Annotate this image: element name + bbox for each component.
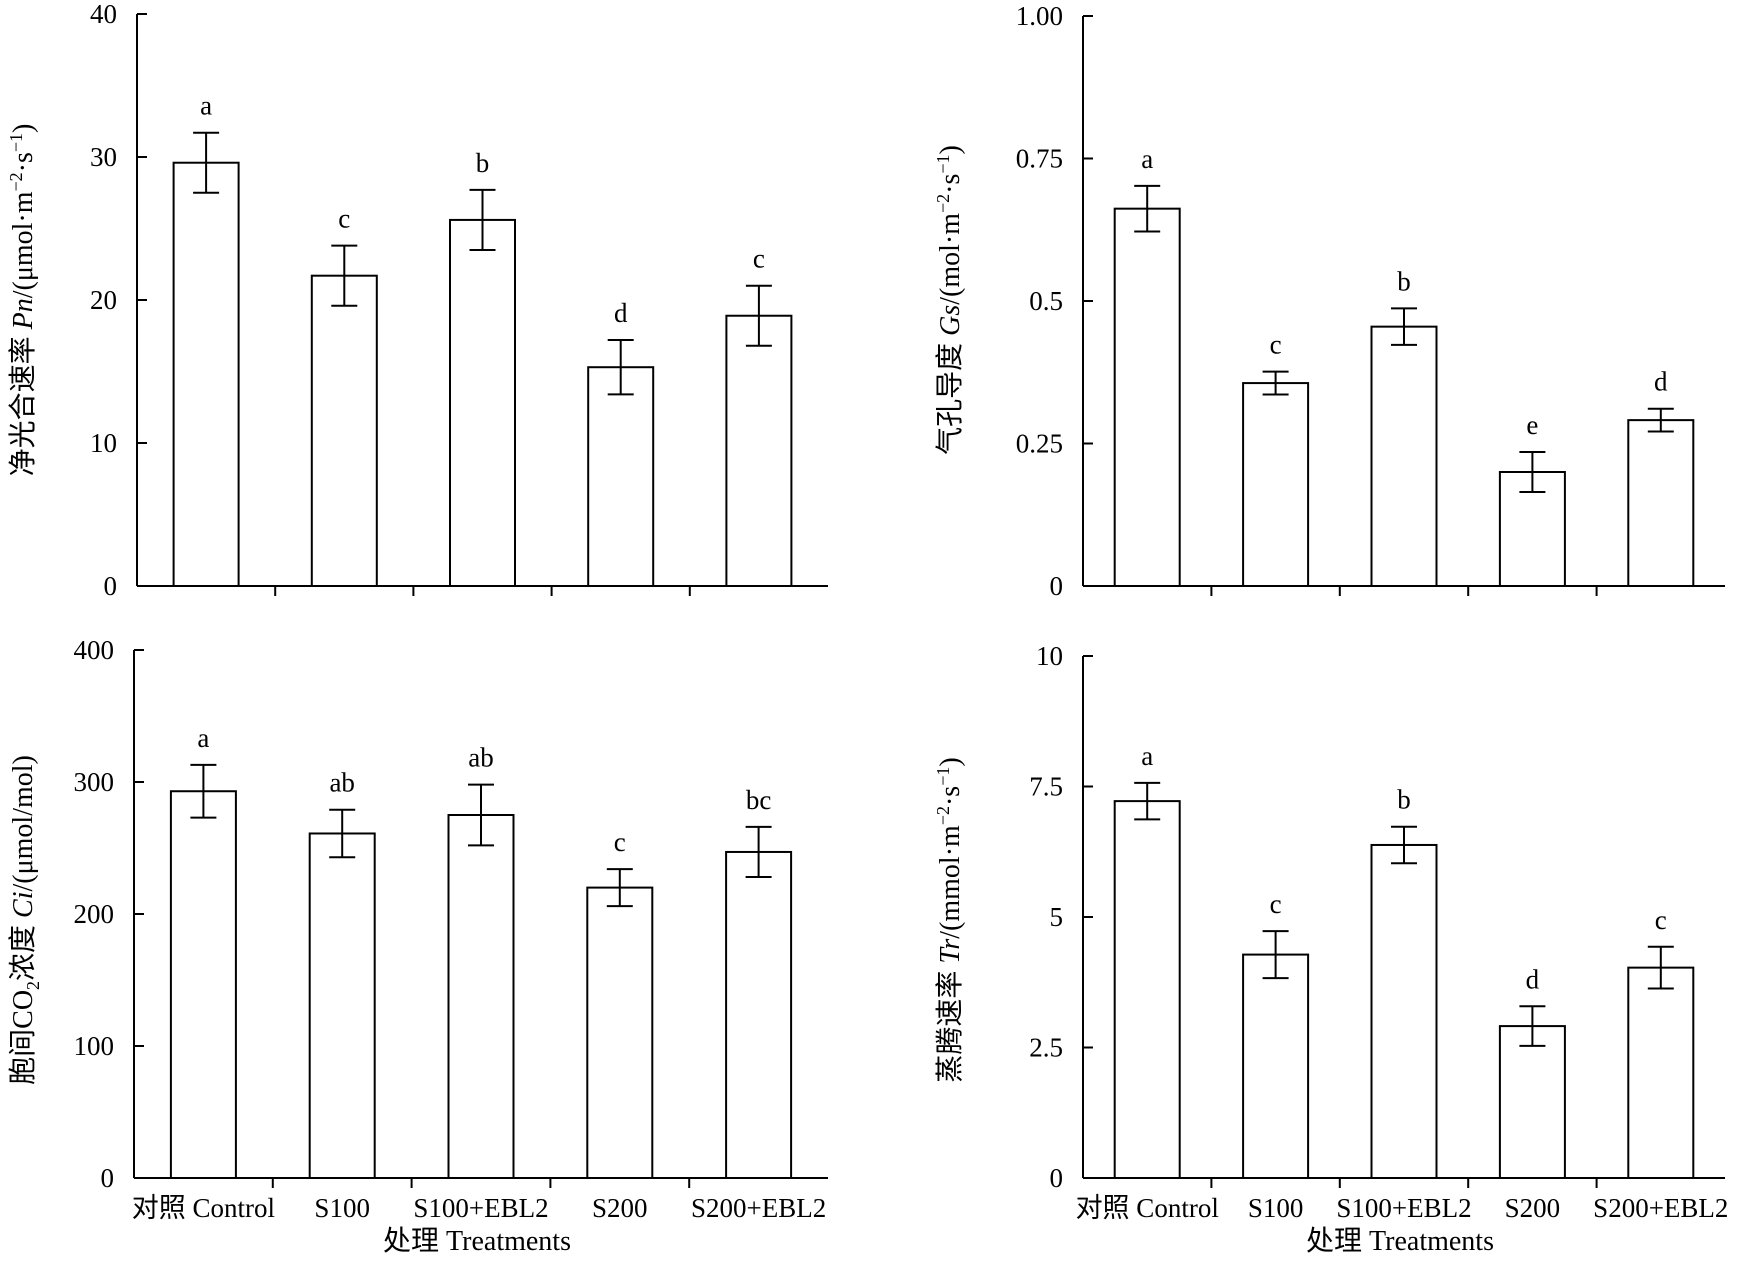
significance-letter: b: [1397, 785, 1411, 815]
significance-letter: c: [1270, 330, 1282, 360]
y-tick-label: 5: [1050, 902, 1064, 932]
significance-letter: d: [1654, 367, 1668, 397]
x-category-label: 对照 Control: [132, 1193, 275, 1223]
y-tick-label: 10: [1036, 641, 1063, 671]
x-axis-label: 处理 Treatments: [1306, 1225, 1494, 1257]
significance-letter: d: [614, 298, 628, 328]
y-tick-label: 40: [90, 0, 117, 29]
bar-5: [725, 850, 793, 1180]
bar-3: [447, 814, 515, 1179]
y-axis-label: 气孔导度 Gs/(mol·m−2·s−1): [933, 145, 966, 455]
bar-1: [172, 161, 240, 587]
bar-1: [169, 790, 237, 1179]
significance-letter: a: [1141, 144, 1153, 174]
y-tick-label: 0: [101, 1163, 115, 1193]
bar-4: [1498, 1025, 1566, 1180]
significance-letter: bc: [746, 785, 772, 815]
y-tick-label: 100: [74, 1031, 115, 1061]
y-tick-label: 0: [104, 571, 118, 601]
significance-letter: ab: [468, 743, 493, 773]
bar-2: [310, 274, 378, 587]
bar-4: [586, 886, 654, 1179]
chart-panel-1: 0 10 20 30 40 a c b d c 净光合速率 Pn/(μmol·m−2·s−1): [6, 0, 828, 601]
significance-letter: ab: [329, 768, 354, 798]
y-tick-label: 2.5: [1029, 1033, 1063, 1063]
y-axis-label: 净光合速率 Pn/(μmol·m−2·s−1): [6, 124, 39, 477]
x-category-label: S100: [1248, 1193, 1304, 1223]
significance-letter: c: [753, 244, 765, 274]
chart-panel-4: 0 2.5 5 7.5 10 a 对照 Control c S100 b S100+EBL2 d S20…: [933, 641, 1728, 1257]
x-category-label: S200+EBL2: [1593, 1193, 1728, 1223]
x-category-label: S100+EBL2: [1336, 1193, 1471, 1223]
bar-1: [1113, 207, 1181, 587]
bar-2: [308, 832, 376, 1179]
x-category-label: S100+EBL2: [413, 1193, 548, 1223]
y-tick-label: 0.25: [1016, 429, 1063, 459]
significance-letter: c: [614, 827, 626, 857]
x-category-label: S200+EBL2: [691, 1193, 826, 1223]
significance-letter: c: [1270, 889, 1282, 919]
y-tick-label: 0.5: [1029, 286, 1063, 316]
y-tick-label: 200: [74, 899, 115, 929]
y-tick-label: 1.00: [1016, 1, 1063, 31]
chart-panel-3: 0 100 200 300 400 a 对照 Control ab S100 ab S100+EBL…: [7, 635, 828, 1257]
x-category-label: S200: [592, 1193, 648, 1223]
chart-panel-2: 0 0.25 0.5 0.75 1.00 a c b e d 气孔导度 Gs/(mol·m−2·s−…: [933, 1, 1725, 601]
bar-5: [725, 314, 793, 587]
significance-letter: a: [200, 91, 212, 121]
significance-letter: a: [1141, 741, 1153, 771]
y-tick-label: 7.5: [1029, 772, 1063, 802]
significance-letter: d: [1526, 964, 1540, 994]
significance-letter: c: [1655, 905, 1667, 935]
x-category-label: S100: [314, 1193, 370, 1223]
y-tick-label: 10: [90, 428, 117, 458]
significance-letter: a: [197, 723, 209, 753]
bar-1: [1113, 800, 1181, 1180]
bar-2: [1242, 382, 1310, 587]
y-tick-label: 30: [90, 142, 117, 172]
bar-2: [1242, 953, 1310, 1179]
significance-letter: c: [338, 204, 350, 234]
significance-letter: b: [476, 148, 490, 178]
y-tick-label: 0: [1050, 1163, 1064, 1193]
significance-letter: e: [1526, 410, 1538, 440]
y-tick-label: 0.75: [1016, 144, 1063, 174]
y-tick-label: 400: [74, 635, 115, 665]
x-category-label: 对照 Control: [1076, 1193, 1219, 1223]
bar-3: [1370, 843, 1438, 1179]
bar-4: [587, 366, 655, 587]
y-axis-label: 胞间CO2浓度 Ci/(μmol/mol): [7, 755, 43, 1085]
x-category-label: S200: [1505, 1193, 1561, 1223]
y-tick-label: 300: [74, 767, 115, 797]
y-tick-label: 20: [90, 285, 117, 315]
bar-5: [1627, 419, 1695, 587]
bar-3: [449, 218, 516, 587]
y-axis-label: 蒸腾速率 Tr/(mmol·m−2·s−1): [933, 757, 966, 1082]
y-tick-label: 0: [1050, 571, 1064, 601]
bar-5: [1627, 966, 1695, 1179]
x-axis-label: 处理 Treatments: [383, 1225, 571, 1257]
significance-letter: b: [1397, 266, 1411, 296]
bar-3: [1370, 325, 1438, 587]
